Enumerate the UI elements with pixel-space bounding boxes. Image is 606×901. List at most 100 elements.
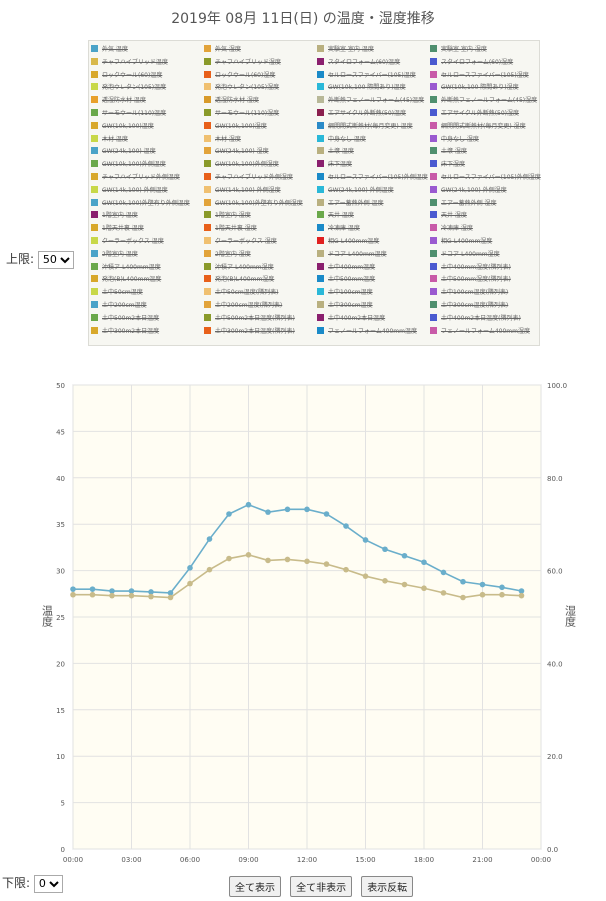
legend-item[interactable]: ドコア-L400mm温度 <box>317 249 428 261</box>
legend-item[interactable]: 外断熱フェノールフォーム(45)湿度 <box>430 95 541 107</box>
legend-item[interactable]: クーラーボックス 温度 <box>91 236 202 248</box>
data-point[interactable] <box>187 565 193 571</box>
data-point[interactable] <box>187 580 193 587</box>
legend-item[interactable]: フェノールフォーム400mm湿度 <box>430 326 541 338</box>
legend-item[interactable]: 中身なし 温度 <box>317 134 428 146</box>
legend-item[interactable]: チャフハイブリッド湿度 <box>204 57 315 69</box>
legend-item[interactable]: 土中100cm温度(隣列表) <box>430 287 541 299</box>
data-point[interactable] <box>167 594 174 601</box>
legend-item[interactable]: 土壌 湿度 <box>430 146 541 158</box>
show-all-button[interactable]: 全て表示 <box>229 876 281 897</box>
legend-item[interactable]: GW(10k,100)外側湿度 <box>204 159 315 171</box>
legend-item[interactable]: 土中200cm温度(隣列表) <box>204 300 315 312</box>
data-point[interactable] <box>109 592 115 599</box>
legend-item[interactable]: セルロースファイバー(105)外側湿度 <box>430 172 541 184</box>
legend-item[interactable]: 中身なし 湿度 <box>430 134 541 146</box>
lower-limit-select[interactable]: 0 <box>33 874 63 893</box>
legend-item[interactable]: サーモウール(110)湿度 <box>204 108 315 120</box>
legend-item[interactable]: 網開閉式断熱材(毎月変更) 湿度 <box>430 121 541 133</box>
legend-item[interactable]: GW(24k,100) 外側湿度 <box>430 185 541 197</box>
legend-item[interactable]: 外気 温度 <box>91 44 202 56</box>
legend-item[interactable]: GW(14k,100) 外側湿度 <box>204 185 315 197</box>
data-point[interactable] <box>382 546 388 553</box>
data-point[interactable] <box>460 578 466 585</box>
legend-item[interactable]: 土中300cm温度(隣列表) <box>430 300 541 312</box>
legend-item[interactable]: 土中400mm湿度(隣列表) <box>430 262 541 274</box>
data-point[interactable] <box>148 593 154 600</box>
legend-item[interactable]: 土中200cm温度 <box>91 300 202 312</box>
legend-item[interactable]: 土中500mm温度 <box>317 274 428 286</box>
data-point[interactable] <box>323 561 330 567</box>
data-point[interactable] <box>265 509 271 515</box>
data-point[interactable] <box>518 592 525 599</box>
legend-item[interactable]: GW(10k,100)外壁有り外側湿度 <box>204 198 315 210</box>
data-point[interactable] <box>401 581 408 588</box>
legend-item[interactable]: フェノールフォーム400mm温度 <box>317 326 428 338</box>
legend-item[interactable]: ロックウール(60)湿度 <box>204 70 315 82</box>
legend-item[interactable]: 土中300cm温度 <box>317 300 428 312</box>
data-point[interactable] <box>499 584 505 591</box>
legend-item[interactable]: 外断熱フェノールフォーム(45)温度 <box>317 95 428 107</box>
data-point[interactable] <box>479 581 486 588</box>
data-point[interactable] <box>206 566 213 573</box>
legend-item[interactable]: 沖積ア-L400mm温度 <box>91 262 202 274</box>
legend-item[interactable]: 2階室内 湿度 <box>204 249 315 261</box>
legend-item[interactable]: 土中300m2本日温度(隣列表) <box>204 326 315 338</box>
legend-item[interactable]: 土中100cm温度 <box>317 287 428 299</box>
data-point[interactable] <box>226 511 232 517</box>
data-point[interactable] <box>265 557 271 564</box>
data-point[interactable] <box>245 552 252 558</box>
legend-item[interactable]: チャフハイブリッド外側湿度 <box>204 172 315 184</box>
legend-item[interactable]: セルロースファイバー(105)湿度 <box>430 70 541 82</box>
legend-item[interactable]: 透湿防水材 湿度 <box>204 95 315 107</box>
legend-item[interactable]: 発泡(B)L400mm湿度 <box>204 274 315 286</box>
legend-item[interactable]: 土中500m2本日温度 <box>91 313 202 325</box>
data-point[interactable] <box>245 501 252 508</box>
legend-item[interactable]: エアー蓄熱外側 湿度 <box>430 198 541 210</box>
legend-item[interactable]: GW(10k,100)外側温度 <box>91 159 202 171</box>
legend-item[interactable]: 実験室 室内 温度 <box>317 44 428 56</box>
legend-item[interactable]: 天井 湿度 <box>430 210 541 222</box>
data-point[interactable] <box>421 559 427 566</box>
legend-item[interactable]: GW(10k,100 際間あり)湿度 <box>430 82 541 94</box>
legend-item[interactable]: 2階室内 温度 <box>91 249 202 261</box>
legend-item[interactable]: 土壌 温度 <box>317 146 428 158</box>
legend-item[interactable]: エアサイクル外断熱(50)温度 <box>317 108 428 120</box>
legend-item[interactable]: GW(24k,100) 温度 <box>91 146 202 158</box>
legend-item[interactable]: 土中500mm湿度(隣列表) <box>430 274 541 286</box>
legend-item[interactable]: サーモウール(110)温度 <box>91 108 202 120</box>
legend-item[interactable]: 相G-L400mm温度 <box>317 236 428 248</box>
invert-display-button[interactable]: 表示反転 <box>361 876 414 897</box>
legend-item[interactable]: 透湿防水材 温度 <box>91 95 202 107</box>
legend-item[interactable]: 土中400m2本日温度 <box>317 313 428 325</box>
legend-item[interactable]: 床下湿度 <box>430 159 541 171</box>
legend-item[interactable]: 土中400mm温度 <box>317 262 428 274</box>
legend-item[interactable]: 1階天井裏 温度 <box>91 223 202 235</box>
data-point[interactable] <box>362 573 369 579</box>
legend-item[interactable]: 発泡ウレタン(105)温度 <box>91 82 202 94</box>
hide-all-button[interactable]: 全て非表示 <box>290 876 353 897</box>
legend-item[interactable]: GW(24k,100) 外側温度 <box>317 185 428 197</box>
legend-item[interactable]: 冷凍庫 温度 <box>317 223 428 235</box>
data-point[interactable] <box>226 555 232 562</box>
legend-item[interactable]: 1階室内 温度 <box>91 210 202 222</box>
legend-item[interactable]: セルロースファイバー(105)外側温度 <box>317 172 428 184</box>
data-point[interactable] <box>440 590 447 596</box>
legend-item[interactable]: エアー蓄熱外側 温度 <box>317 198 428 210</box>
legend-item[interactable]: GW(10k,100)温度 <box>91 121 202 133</box>
legend-item[interactable]: 土中50cm温度(隣列表) <box>204 287 315 299</box>
legend-item[interactable]: 土中500m2本日温度(隣列表) <box>204 313 315 325</box>
data-point[interactable] <box>323 511 330 517</box>
data-point[interactable] <box>89 591 96 598</box>
data-point[interactable] <box>343 566 349 573</box>
data-point[interactable] <box>440 569 447 576</box>
data-point[interactable] <box>284 556 291 563</box>
data-point[interactable] <box>206 536 213 542</box>
legend-item[interactable]: 相G-L400mm湿度 <box>430 236 541 248</box>
legend-item[interactable]: 実験室 室内 湿度 <box>430 44 541 56</box>
legend-item[interactable]: セルロースファイバー(105)温度 <box>317 70 428 82</box>
data-point[interactable] <box>70 591 76 598</box>
legend-item[interactable]: クーラーボックス 湿度 <box>204 236 315 248</box>
data-point[interactable] <box>421 585 427 592</box>
data-point[interactable] <box>460 594 466 601</box>
